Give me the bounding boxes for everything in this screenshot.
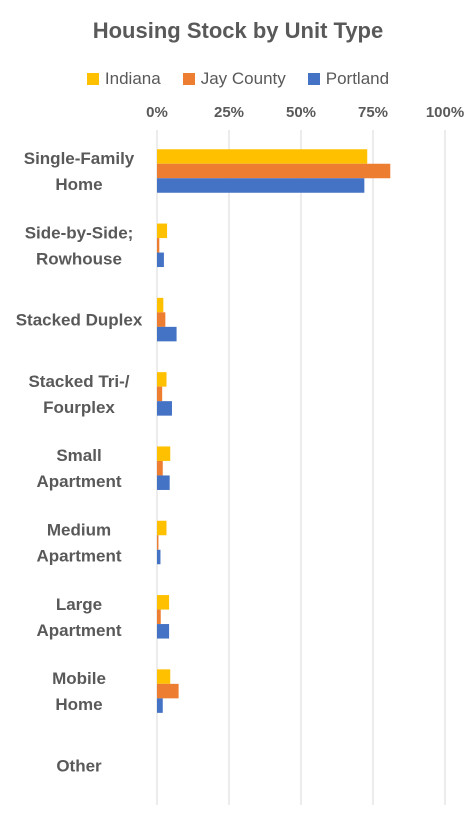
legend-swatch-jay-county: [182, 73, 195, 85]
bar: [157, 624, 170, 639]
bar: [157, 326, 177, 342]
bar: [157, 312, 166, 327]
bar: [157, 698, 163, 713]
x-tick-label: 100%: [426, 104, 464, 121]
legend-swatch-portland: [307, 73, 320, 85]
bar: [157, 149, 368, 164]
x-tick-label: 50%: [286, 104, 316, 121]
category-label: Single-Family Home: [24, 149, 135, 194]
bar: [157, 401, 172, 416]
category-label: Stacked Duplex: [16, 311, 143, 330]
x-tick-label: 0%: [146, 104, 168, 121]
bar: [157, 595, 170, 610]
bar: [157, 669, 171, 684]
bar: [157, 475, 170, 490]
x-tick-label: 75%: [358, 104, 388, 121]
category-label: Stacked Tri-/Fourplex: [28, 372, 129, 417]
legend-item-portland: Portland: [307, 69, 390, 89]
legend-item-jay-county: Jay County: [182, 69, 286, 89]
bar: [157, 178, 365, 193]
bar: [157, 520, 167, 536]
bar: [157, 683, 179, 699]
category-label: Small Apartment: [36, 446, 121, 491]
bar: [157, 223, 168, 239]
legend: Indiana Jay County Portland: [0, 68, 476, 90]
category-label: Medium Apartment: [36, 521, 121, 566]
bar: [157, 609, 161, 625]
bar: [157, 386, 163, 402]
bar: [157, 446, 171, 461]
legend-item-indiana: Indiana: [86, 69, 161, 89]
category-label: Mobile Home: [52, 669, 106, 714]
bar: [157, 535, 159, 550]
category-label: Large Apartment: [36, 595, 121, 640]
bar: [157, 163, 391, 179]
bar: [157, 549, 161, 565]
bar: [157, 252, 164, 268]
legend-label-portland: Portland: [325, 69, 390, 88]
bar: [157, 297, 164, 313]
legend-label-jay-county: Jay County: [200, 69, 286, 88]
chart-title: Housing Stock by Unit Type: [92, 18, 384, 43]
legend-swatch-indiana: [86, 73, 99, 85]
category-label: Other: [56, 756, 102, 775]
bar: [157, 460, 163, 476]
bar: [157, 238, 160, 253]
x-tick-label: 25%: [214, 104, 244, 121]
category-label: Side-by-Side; Rowhouse: [25, 223, 134, 268]
legend-label-indiana: Indiana: [104, 69, 161, 88]
bar: [157, 372, 167, 387]
